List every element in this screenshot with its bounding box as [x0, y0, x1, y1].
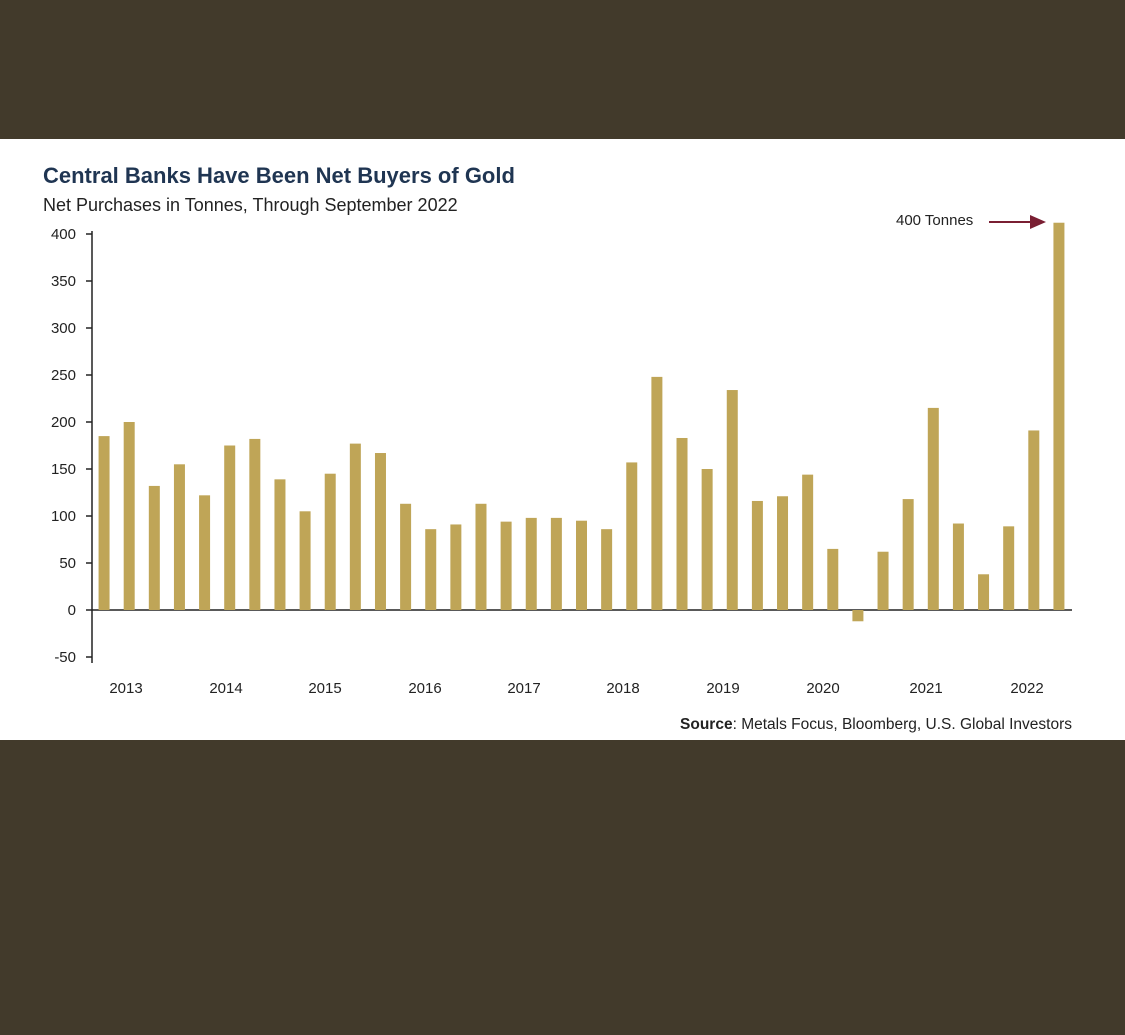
chart-subtitle: Net Purchases in Tonnes, Through Septemb…: [43, 195, 458, 215]
bar: [349, 443, 361, 610]
bar: [400, 503, 412, 610]
bar: [877, 551, 889, 610]
bar: [852, 610, 864, 622]
source-note: Source: Metals Focus, Bloomberg, U.S. Gl…: [680, 716, 1072, 733]
source-text: : Metals Focus, Bloomberg, U.S. Global I…: [733, 716, 1073, 733]
bar: [576, 520, 587, 610]
x-year-label: 2015: [308, 680, 341, 697]
bar: [123, 422, 135, 610]
axis-group: 400 350 300 250 200 150 100 50 0 -50 2013 2014 2015 2…: [51, 226, 1072, 697]
bar: [676, 437, 688, 610]
bar: [475, 503, 487, 610]
bar: [224, 445, 236, 610]
bar: [651, 376, 663, 610]
chart-title: Central Banks Have Been Net Buyers of Go…: [43, 163, 515, 188]
y-tick-label: 0: [68, 602, 76, 619]
x-year-label: 2016: [408, 680, 441, 697]
bar: [802, 474, 814, 610]
bar: [626, 462, 638, 610]
annotation-label: 400 Tonnes: [896, 212, 973, 229]
y-tick-label: 200: [51, 414, 76, 431]
x-year-label: 2019: [706, 680, 739, 697]
bar: [601, 529, 613, 610]
bar: [173, 464, 185, 610]
source-label: Source: [680, 716, 733, 733]
x-year-label: 2021: [909, 680, 942, 697]
bar: [952, 523, 964, 610]
y-tick-label: 150: [51, 461, 76, 478]
x-year-label: 2020: [806, 680, 839, 697]
bar: [525, 517, 537, 610]
x-year-label: 2017: [507, 680, 540, 697]
bar: [148, 485, 160, 610]
bar: [827, 548, 839, 610]
y-tick-label: 350: [51, 273, 76, 290]
bar: [701, 469, 713, 610]
bar: [978, 574, 990, 610]
y-tick-label: 300: [51, 320, 76, 337]
y-tick-label: 50: [59, 555, 76, 572]
bar: [199, 495, 211, 610]
y-tick-label: 100: [51, 508, 76, 525]
bar: [98, 436, 110, 610]
bar: [751, 500, 763, 610]
bar: [1028, 430, 1040, 610]
bar: [450, 524, 462, 610]
bar: [500, 521, 512, 610]
x-year-label: 2022: [1010, 680, 1043, 697]
y-tick-label: 250: [51, 367, 76, 384]
bar: [726, 390, 738, 610]
x-year-label: 2018: [606, 680, 639, 697]
chart-canvas: Central Banks Have Been Net Buyers of Go…: [43, 163, 1072, 733]
bar: [902, 499, 914, 610]
bars-group: [98, 222, 1065, 622]
annotation-group: 400 Tonnes: [896, 212, 1046, 229]
y-tick-label: -50: [54, 649, 76, 666]
bar: [299, 511, 311, 610]
bar: [777, 496, 789, 610]
x-year-label: 2014: [209, 680, 242, 697]
x-year-label: 2013: [109, 680, 142, 697]
chart-card: Central Banks Have Been Net Buyers of Go…: [0, 139, 1125, 740]
bar: [324, 473, 336, 610]
bar: [249, 438, 261, 610]
bar: [927, 407, 939, 610]
y-tick-label: 400: [51, 226, 76, 243]
annotation-arrow-head: [1030, 215, 1046, 229]
bar: [425, 529, 437, 610]
bar: [274, 479, 286, 610]
bar: [1053, 222, 1065, 610]
bar: [550, 517, 562, 610]
bar: [374, 453, 386, 610]
bar: [1003, 526, 1015, 610]
